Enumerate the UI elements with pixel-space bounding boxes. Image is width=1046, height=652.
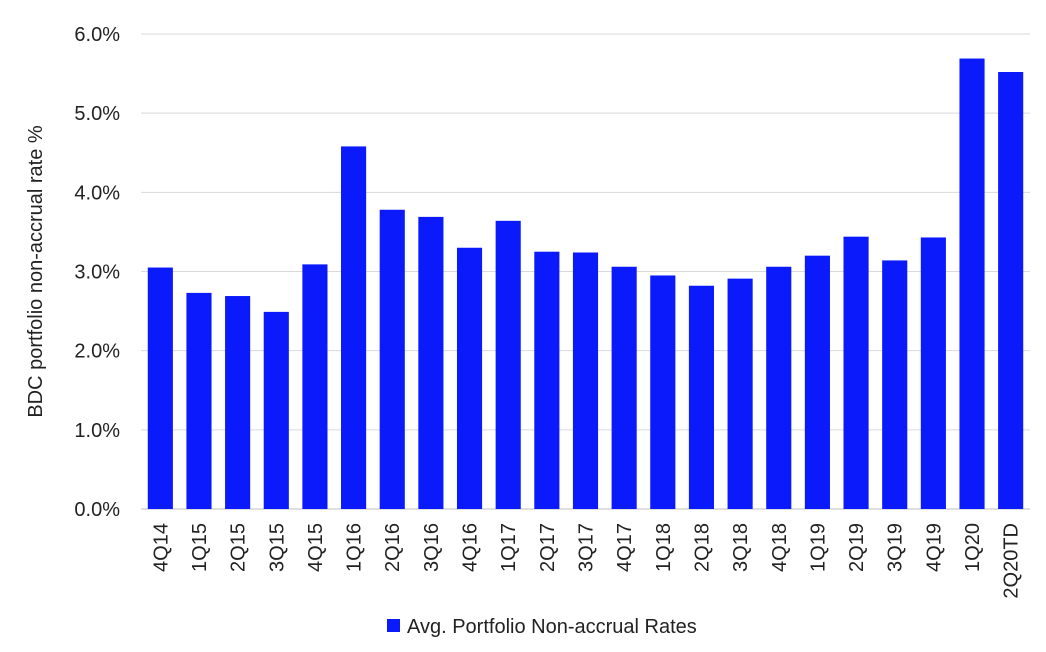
bar — [688, 285, 715, 509]
x-tick-label: 3Q19 — [885, 523, 907, 572]
x-tick-label: 4Q14 — [150, 523, 172, 572]
bar — [263, 311, 289, 510]
bar — [650, 275, 676, 509]
x-tick-label: 2Q15 — [228, 523, 250, 572]
bar — [766, 266, 792, 509]
y-axis-title: BDC portfolio non-accrual rate % — [25, 125, 47, 418]
bar — [147, 267, 173, 509]
x-tick-label: 1Q17 — [498, 523, 520, 572]
legend-label: Avg. Portfolio Non-accrual Rates — [407, 616, 697, 638]
x-tick-label: 4Q19 — [923, 523, 945, 572]
x-tick-label: 4Q16 — [460, 523, 482, 572]
x-tick-label: 4Q15 — [305, 523, 327, 572]
legend: Avg. Portfolio Non-accrual Rates — [387, 616, 697, 638]
bar — [998, 72, 1024, 509]
y-axis-ticks: 0.0% 1.0% 2.0% 3.0% 4.0% 5.0% 6.0% — [74, 24, 120, 521]
bars — [147, 58, 1024, 510]
x-tick-label: 2Q20TD — [1001, 523, 1023, 599]
bar — [572, 252, 599, 509]
x-tick-label: 3Q15 — [266, 523, 288, 572]
x-tick-label: 3Q17 — [576, 523, 598, 572]
bar — [186, 292, 212, 510]
x-tick-label: 1Q19 — [807, 523, 829, 572]
y-tick-label: 6.0% — [74, 24, 120, 46]
legend-swatch — [387, 619, 400, 632]
bar — [302, 264, 328, 510]
x-tick-label: 1Q16 — [344, 523, 366, 572]
y-tick-label: 0.0% — [74, 499, 120, 521]
x-tick-label: 1Q20 — [962, 523, 984, 572]
bar — [341, 146, 367, 510]
bar — [225, 296, 251, 509]
y-tick-label: 3.0% — [74, 262, 120, 284]
y-tick-label: 1.0% — [74, 420, 120, 442]
x-tick-label: 2Q17 — [537, 523, 559, 572]
x-tick-label: 1Q18 — [653, 523, 675, 572]
y-tick-label: 2.0% — [74, 341, 120, 363]
bar — [727, 278, 753, 510]
bar — [534, 251, 560, 509]
x-axis-ticks: 4Q14 1Q15 2Q15 3Q15 4Q15 1Q16 2Q16 3Q16 4Q16 1Q17… — [150, 523, 1022, 599]
x-tick-label: 3Q18 — [730, 523, 752, 572]
bar — [456, 247, 483, 509]
x-tick-label: 2Q16 — [382, 523, 404, 572]
bar — [379, 209, 405, 509]
x-tick-label: 4Q17 — [614, 523, 636, 572]
bar — [418, 216, 444, 510]
x-tick-label: 3Q16 — [421, 523, 443, 572]
bar — [611, 266, 637, 509]
y-tick-label: 5.0% — [74, 103, 120, 125]
x-tick-label: 4Q18 — [769, 523, 791, 572]
x-tick-label: 1Q15 — [189, 523, 211, 572]
x-tick-label: 2Q18 — [691, 523, 713, 572]
y-tick-label: 4.0% — [74, 182, 120, 204]
bar — [804, 255, 830, 509]
bar — [495, 220, 521, 509]
bar — [882, 260, 908, 509]
bar — [843, 236, 869, 510]
x-tick-label: 2Q19 — [846, 523, 868, 572]
bar — [959, 58, 985, 509]
bar — [920, 237, 946, 509]
